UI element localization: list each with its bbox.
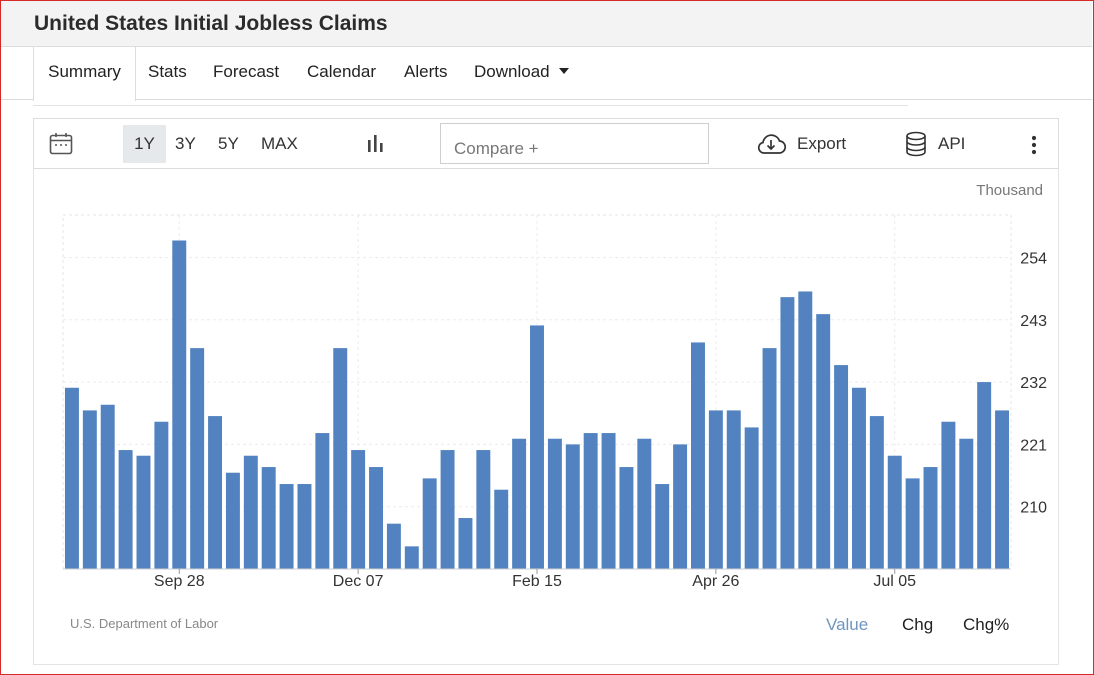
bar bbox=[172, 240, 187, 569]
bar bbox=[512, 438, 527, 569]
range-max-button[interactable]: MAX bbox=[261, 134, 298, 153]
chevron-down-icon bbox=[558, 68, 569, 74]
bar bbox=[619, 467, 634, 569]
bar bbox=[243, 455, 258, 569]
bar bbox=[726, 410, 741, 569]
y-tick-label: 243 bbox=[1020, 313, 1047, 330]
bar bbox=[869, 416, 884, 569]
bar bbox=[565, 444, 580, 569]
bar bbox=[422, 478, 437, 569]
x-tick-label: Sep 28 bbox=[154, 573, 205, 590]
tab-stats[interactable]: Stats bbox=[148, 62, 187, 81]
api-button[interactable]: API bbox=[938, 134, 966, 153]
y-tick-label: 210 bbox=[1020, 500, 1047, 517]
tabs-underline bbox=[33, 105, 908, 106]
bar bbox=[208, 416, 223, 569]
bar bbox=[547, 438, 562, 569]
bar bbox=[816, 314, 831, 569]
y-tick-label: 221 bbox=[1020, 437, 1047, 454]
page-title: United States Initial Jobless Claims bbox=[34, 12, 388, 35]
bar bbox=[404, 546, 419, 569]
mode-chg-button[interactable]: Chg bbox=[902, 615, 934, 634]
bar bbox=[977, 382, 992, 569]
bar bbox=[351, 450, 366, 569]
bar bbox=[530, 325, 544, 569]
bar bbox=[708, 410, 723, 569]
y-tick-label: 254 bbox=[1020, 250, 1047, 267]
bar bbox=[100, 404, 115, 569]
bar bbox=[744, 427, 759, 569]
bar bbox=[780, 297, 795, 569]
tab-download-label: Download bbox=[474, 62, 550, 81]
unit-label: Thousand bbox=[976, 182, 1043, 199]
bar bbox=[601, 433, 616, 569]
bar bbox=[333, 348, 348, 569]
bar-chart-icon[interactable] bbox=[366, 134, 386, 154]
y-tick-label: 232 bbox=[1020, 375, 1047, 392]
x-tick-label: Apr 26 bbox=[692, 573, 739, 590]
bar bbox=[959, 438, 974, 569]
bar bbox=[995, 410, 1010, 569]
more-vertical-icon[interactable] bbox=[1029, 134, 1039, 156]
range-5y-button[interactable]: 5Y bbox=[218, 134, 239, 153]
bar bbox=[315, 433, 330, 569]
compare-input[interactable] bbox=[440, 123, 709, 164]
bar bbox=[691, 342, 705, 569]
database-icon[interactable] bbox=[905, 131, 927, 157]
tab-calendar[interactable]: Calendar bbox=[307, 62, 376, 81]
tab-forecast[interactable]: Forecast bbox=[213, 62, 280, 81]
bar bbox=[762, 348, 777, 569]
bar bbox=[941, 421, 956, 569]
export-button[interactable]: Export bbox=[797, 134, 847, 153]
bar bbox=[905, 478, 920, 569]
range-3y-button[interactable]: 3Y bbox=[175, 134, 196, 153]
bar bbox=[154, 421, 169, 569]
bar bbox=[297, 484, 312, 569]
title-bar: United States Initial Jobless Claims bbox=[1, 1, 1092, 47]
mode-chg-pct-button[interactable]: Chg% bbox=[963, 615, 1010, 634]
calendar-icon[interactable] bbox=[49, 132, 73, 156]
bar bbox=[386, 523, 401, 569]
source-label: U.S. Department of Labor bbox=[70, 616, 219, 631]
bar bbox=[887, 455, 902, 569]
bar bbox=[637, 438, 652, 569]
bar bbox=[82, 410, 97, 569]
x-tick-label: Dec 07 bbox=[333, 573, 384, 590]
bar bbox=[118, 450, 133, 569]
bar bbox=[261, 467, 276, 569]
range-1y-button[interactable]: 1Y bbox=[123, 125, 166, 163]
bar bbox=[369, 467, 383, 569]
bar bbox=[458, 518, 473, 569]
bar bbox=[923, 467, 938, 569]
bar bbox=[225, 472, 240, 569]
tab-alerts[interactable]: Alerts bbox=[404, 62, 448, 81]
cloud-download-icon[interactable] bbox=[756, 131, 786, 157]
bar-chart: 210 221 232 243 254 Sep 28 Dec 07 Feb 15 Apr 26 J… bbox=[62, 214, 1047, 590]
bar bbox=[64, 387, 79, 569]
bar bbox=[834, 365, 849, 569]
mode-value-button[interactable]: Value bbox=[826, 615, 869, 634]
bar bbox=[190, 348, 205, 569]
bar bbox=[673, 444, 688, 569]
tab-summary[interactable]: Summary bbox=[33, 47, 136, 101]
tabs-divider bbox=[1, 99, 1092, 100]
bar bbox=[583, 433, 598, 569]
tab-download[interactable]: Download bbox=[474, 62, 569, 82]
x-tick-label: Feb 15 bbox=[512, 573, 562, 590]
x-tick-label: Jul 05 bbox=[873, 573, 916, 590]
bar bbox=[798, 291, 813, 569]
bar bbox=[279, 484, 294, 569]
bar bbox=[476, 450, 491, 569]
bar bbox=[655, 484, 670, 569]
bar bbox=[851, 387, 866, 569]
bar bbox=[440, 450, 455, 569]
bar bbox=[494, 489, 509, 569]
bar bbox=[136, 455, 151, 569]
